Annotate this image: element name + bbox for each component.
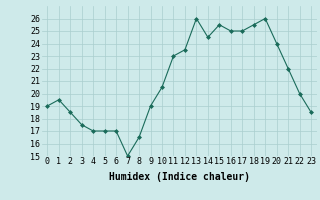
X-axis label: Humidex (Indice chaleur): Humidex (Indice chaleur) — [109, 172, 250, 182]
